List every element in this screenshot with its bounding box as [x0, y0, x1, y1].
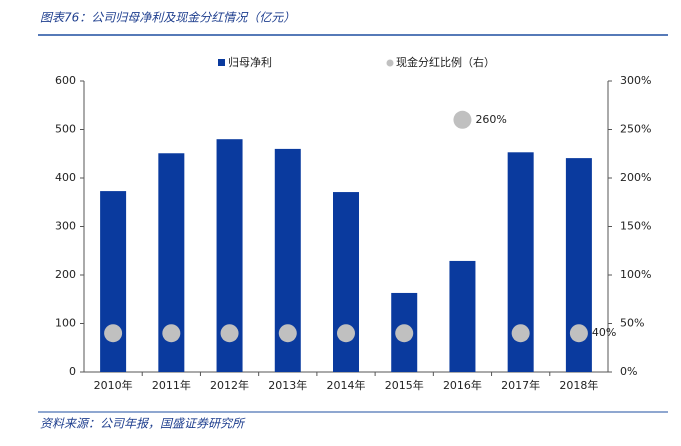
x-tick-label: 2016年	[443, 378, 482, 392]
dot	[337, 324, 355, 343]
x-tick-label: 2017年	[501, 378, 540, 392]
y-tick-label: 100	[55, 317, 76, 330]
dot	[511, 324, 530, 343]
y-tick-label: 300	[55, 220, 76, 233]
dot	[569, 324, 588, 343]
y-tick-label: 400	[55, 171, 76, 184]
legend-label: 归母净利	[228, 55, 272, 69]
y2-tick-label: 300%	[620, 74, 651, 87]
dot	[104, 324, 123, 343]
value-label: 40%	[592, 326, 616, 339]
y-tick-label: 600	[55, 74, 76, 87]
legend-swatch	[218, 59, 225, 66]
x-tick-label: 2015年	[385, 378, 424, 392]
legend-label: 现金分红比例（右）	[396, 55, 495, 69]
y2-tick-label: 150%	[620, 220, 651, 233]
bar	[100, 191, 127, 372]
y-tick-label: 500	[55, 123, 76, 136]
y2-tick-label: 250%	[620, 123, 651, 136]
x-tick-label: 2011年	[152, 378, 191, 392]
dot	[278, 324, 297, 343]
y2-tick-label: 100%	[620, 268, 651, 281]
bar	[449, 260, 476, 372]
x-tick-label: 2014年	[327, 378, 366, 392]
chart-title: 图表76：公司归母净利及现金分红情况（亿元）	[40, 11, 295, 25]
dot	[220, 324, 239, 343]
bar	[333, 192, 359, 372]
x-tick-label: 2010年	[94, 378, 133, 392]
y-tick-label: 0	[69, 365, 76, 378]
dot	[162, 324, 181, 343]
dot	[453, 110, 472, 129]
dot	[395, 324, 414, 343]
value-label: 260%	[475, 113, 506, 126]
source-note: 资料来源：公司年报，国盛证券研究所	[40, 417, 246, 431]
y2-tick-label: 50%	[620, 317, 644, 330]
y2-tick-label: 200%	[620, 171, 651, 184]
x-tick-label: 2013年	[268, 378, 307, 392]
x-tick-label: 2012年	[210, 378, 249, 392]
y-tick-label: 200	[55, 268, 76, 281]
legend-swatch	[386, 59, 394, 67]
x-tick-label: 2018年	[559, 378, 598, 392]
y2-tick-label: 0%	[620, 365, 637, 378]
